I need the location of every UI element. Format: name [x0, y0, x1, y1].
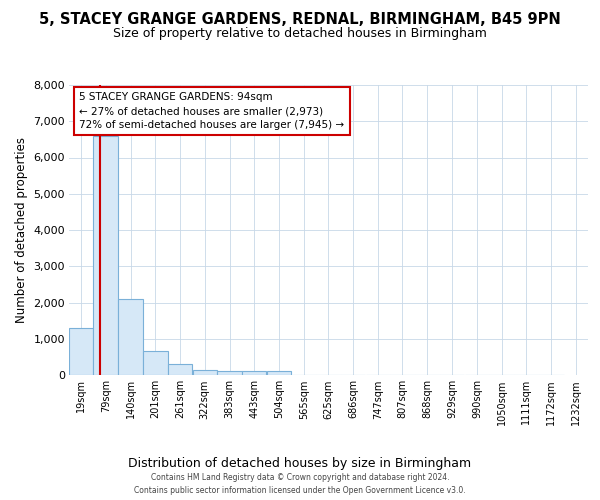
Bar	[217, 372, 242, 375]
Bar	[193, 370, 217, 375]
Bar	[167, 364, 192, 375]
Y-axis label: Number of detached properties: Number of detached properties	[14, 137, 28, 323]
Bar	[118, 299, 143, 375]
Bar	[143, 352, 167, 375]
Text: Contains HM Land Registry data © Crown copyright and database right 2024.
Contai: Contains HM Land Registry data © Crown c…	[134, 474, 466, 495]
Bar	[94, 136, 118, 375]
Text: Distribution of detached houses by size in Birmingham: Distribution of detached houses by size …	[128, 458, 472, 470]
Text: 5, STACEY GRANGE GARDENS, REDNAL, BIRMINGHAM, B45 9PN: 5, STACEY GRANGE GARDENS, REDNAL, BIRMIN…	[39, 12, 561, 28]
Bar	[69, 328, 94, 375]
Text: Size of property relative to detached houses in Birmingham: Size of property relative to detached ho…	[113, 28, 487, 40]
Text: 5 STACEY GRANGE GARDENS: 94sqm
← 27% of detached houses are smaller (2,973)
72% : 5 STACEY GRANGE GARDENS: 94sqm ← 27% of …	[79, 92, 344, 130]
Bar	[267, 372, 291, 375]
Bar	[242, 372, 266, 375]
